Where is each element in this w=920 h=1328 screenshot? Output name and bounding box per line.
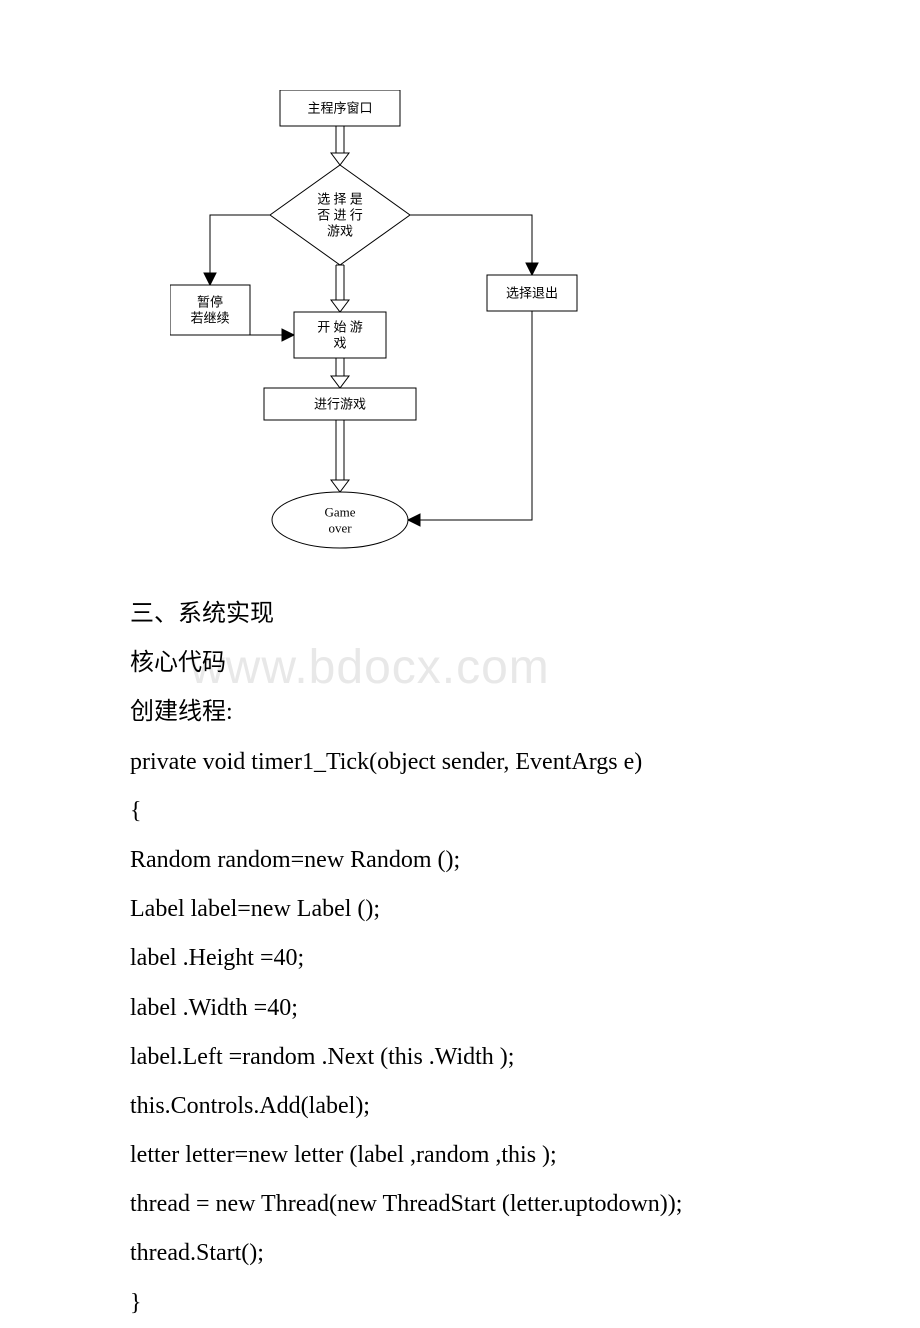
svg-text:选 择 是: 选 择 是 — [317, 192, 363, 207]
code-line: private void timer1_Tick(object sender, … — [130, 738, 790, 787]
code-line: Label label=new Label (); — [130, 885, 790, 934]
code-line: label .Width =40; — [130, 984, 790, 1033]
code-line: thread.Start(); — [130, 1229, 790, 1278]
flowchart: 主程序窗口选 择 是否 进 行游戏暂停若继续 选择退出开 始 游戏进行游戏 Game… — [170, 90, 600, 580]
code-line: label.Left =random .Next (this .Width ); — [130, 1033, 790, 1082]
heading-core-code: 核心代码 — [130, 639, 790, 688]
code-line: letter letter=new letter (label ,random … — [130, 1131, 790, 1180]
svg-text:若继续: 若继续 — [190, 311, 229, 326]
code-line: { — [130, 787, 790, 836]
code-line: this.Controls.Add(label); — [130, 1082, 790, 1131]
code-line: } — [130, 1279, 790, 1328]
svg-text:戏: 戏 — [333, 336, 346, 351]
svg-text:开 始 游: 开 始 游 — [317, 320, 363, 335]
heading-create-thread: 创建线程: — [130, 688, 790, 737]
heading-system-impl: 三、系统实现 — [130, 590, 790, 639]
code-line: label .Height =40; — [130, 934, 790, 983]
svg-text:否 进 行: 否 进 行 — [317, 208, 363, 223]
code-line: thread = new Thread(new ThreadStart (let… — [130, 1180, 790, 1229]
svg-text:进行游戏: 进行游戏 — [314, 397, 366, 412]
code-line: Random random=new Random (); — [130, 836, 790, 885]
svg-text:暂停: 暂停 — [197, 295, 223, 310]
flowchart-svg: 主程序窗口选 择 是否 进 行游戏暂停若继续 选择退出开 始 游戏进行游戏 Game… — [170, 90, 600, 580]
svg-text:over: over — [328, 521, 352, 536]
svg-text:选择退出: 选择退出 — [506, 286, 558, 301]
document-body: 三、系统实现 核心代码 创建线程: private void timer1_Ti… — [130, 590, 790, 1328]
svg-text:游戏: 游戏 — [327, 224, 353, 239]
svg-text:Game: Game — [324, 505, 355, 520]
svg-text:主程序窗口: 主程序窗口 — [307, 101, 372, 116]
